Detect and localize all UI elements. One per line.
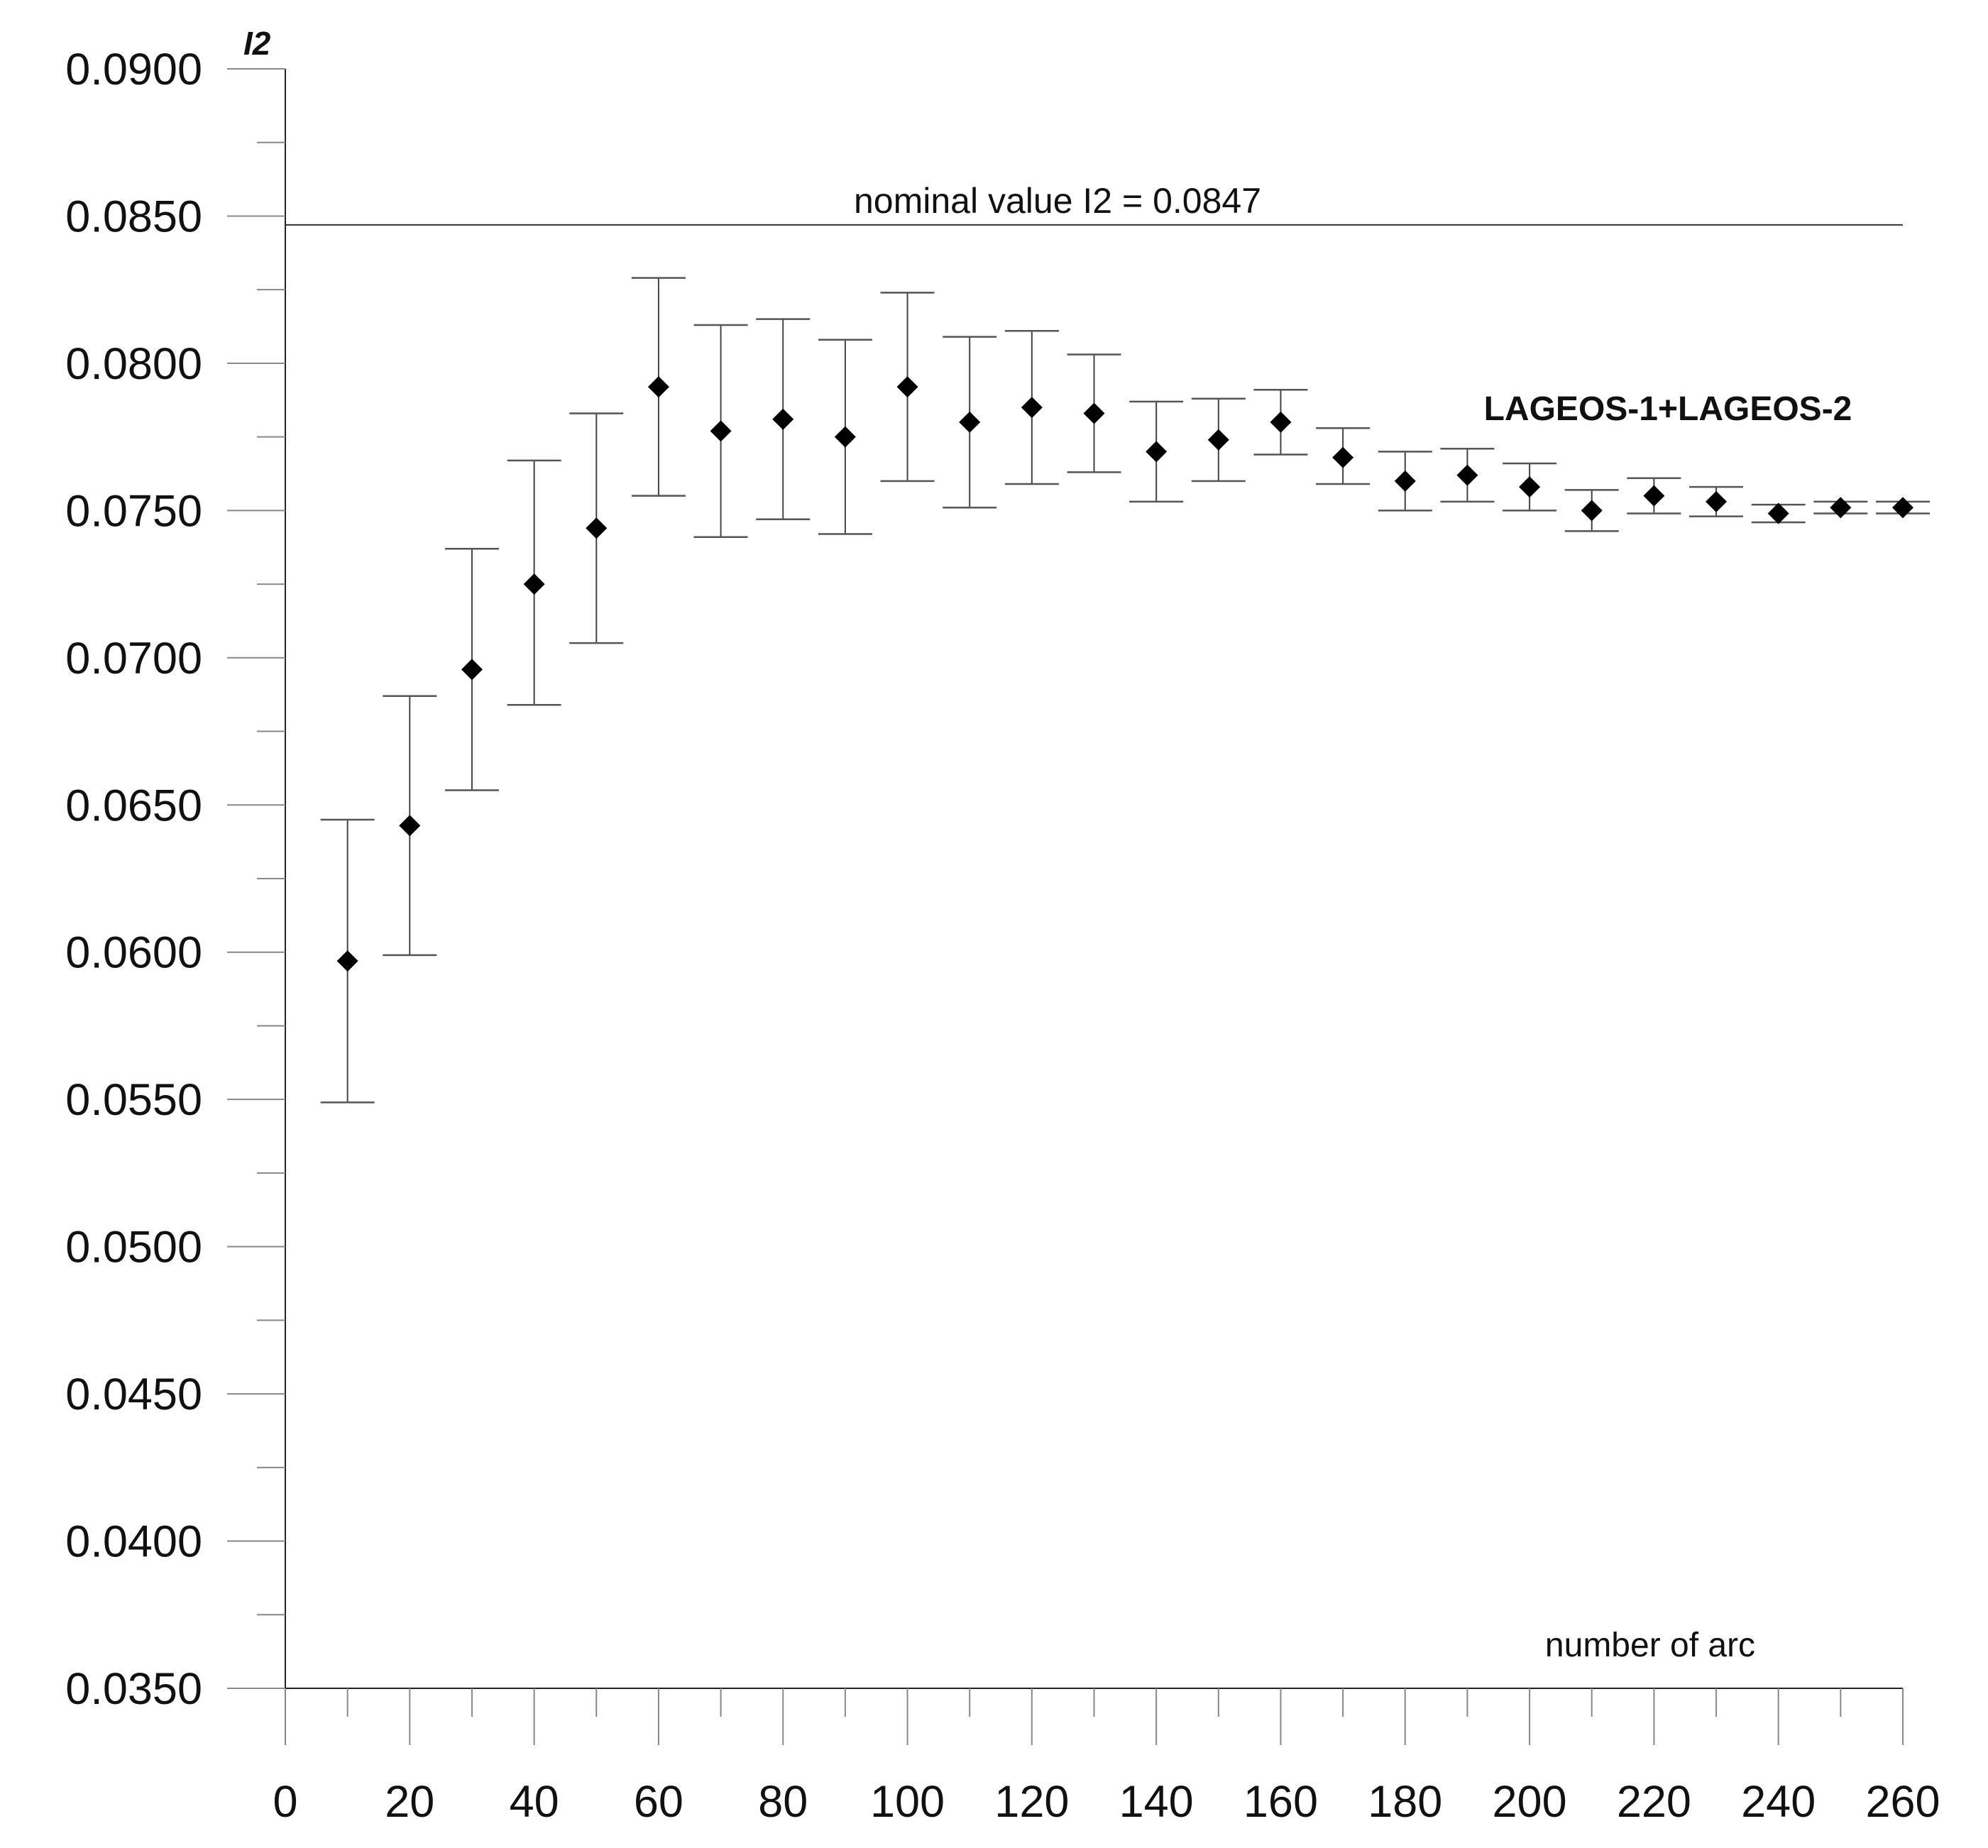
data-point [834,426,856,448]
data-point [1643,485,1665,507]
x-tick-label: 80 [758,1777,808,1827]
x-tick-label: 0 [273,1777,297,1827]
data-point [1456,464,1478,486]
reference-line-label: nominal value I2 = 0.0847 [854,181,1261,221]
y-tick-label: 0.0500 [65,1223,202,1272]
x-tick-label: 260 [1865,1777,1940,1827]
data-point [1083,402,1105,424]
data-point [772,408,794,430]
data-point [586,517,608,539]
data-point [1767,502,1789,524]
data-points [336,376,1913,972]
data-point [1706,490,1728,512]
data-point [1830,497,1852,519]
y-tick-label: 0.0850 [65,192,202,241]
y-tick-label: 0.0700 [65,634,202,683]
x-tick-label: 40 [510,1777,559,1827]
y-tick-label: 0.0750 [65,486,202,536]
x-tick-label: 20 [385,1777,434,1827]
x-tick-label: 140 [1119,1777,1194,1827]
x-tick-label: 220 [1617,1777,1691,1827]
data-point [896,376,918,398]
y-tick-label: 0.0900 [65,45,202,94]
y-tick-label: 0.0800 [65,339,202,389]
data-point [1332,446,1354,468]
y-tick-label: 0.0600 [65,928,202,978]
data-point [1581,500,1603,522]
x-tick-label: 120 [994,1777,1069,1827]
chart-labels: I2 number of arc nominal value I2 = 0.08… [243,25,1852,1664]
data-point [523,573,545,595]
x-tick-label: 180 [1368,1777,1442,1827]
y-tick-label: 0.0400 [65,1517,202,1567]
data-point [1892,497,1913,519]
y-tick-label: 0.0550 [65,1075,202,1125]
data-point [959,411,981,433]
data-point [710,420,732,442]
data-point [1146,441,1168,463]
y-tick-label: 0.0650 [65,781,202,830]
x-tick-label: 60 [634,1777,683,1827]
x-tick-label: 160 [1243,1777,1318,1827]
data-point [1207,429,1229,451]
data-point [1394,470,1416,492]
x-tick-label: 240 [1741,1777,1816,1827]
data-point [1021,397,1043,419]
data-point [336,950,358,972]
x-tick-label: 100 [870,1777,945,1827]
axes: 0.0900 0.0850 0.0800 0.0750 0.0700 0.0650 0.06… [65,45,1940,1827]
x-axis-label: number of arc [1545,1627,1755,1664]
data-point [647,376,669,398]
data-point [399,815,421,837]
data-point [1519,476,1541,498]
y-tick-label: 0.0450 [65,1370,202,1419]
series-label: LAGEOS-1+LAGEOS-2 [1484,390,1852,428]
data-point [461,659,483,681]
y-tick-label: 0.0350 [65,1664,202,1714]
data-point [1270,411,1292,433]
y-axis-label: I2 [243,25,271,62]
x-tick-label: 200 [1493,1777,1567,1827]
